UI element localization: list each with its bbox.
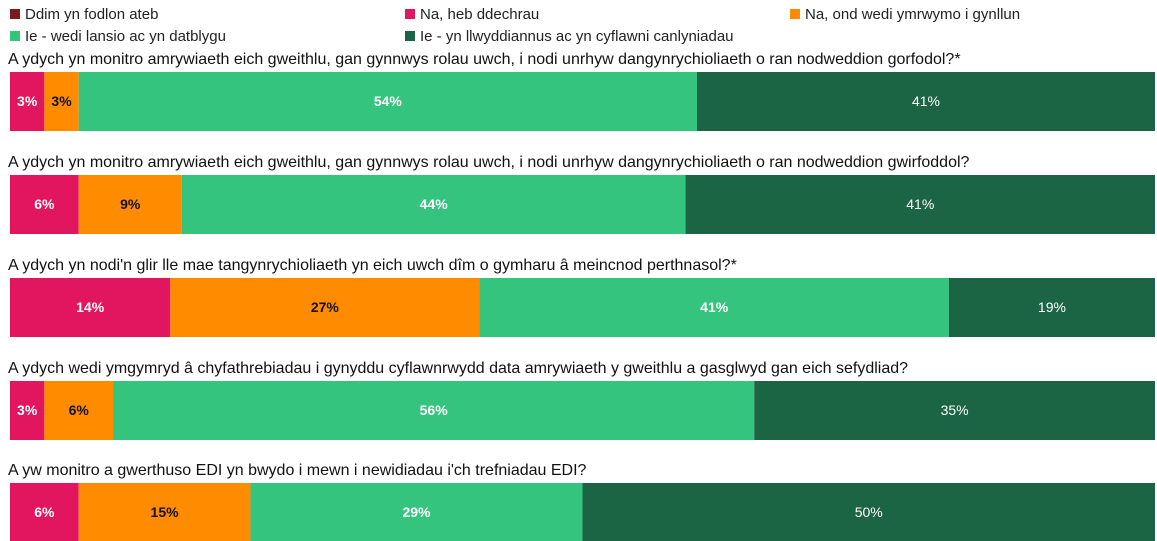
- bar-segment: [250, 483, 583, 541]
- data-label: 9%: [120, 196, 141, 212]
- bar-segment: [10, 72, 45, 131]
- data-label: 44%: [420, 196, 449, 212]
- legend-label: Na, ond wedi ymrwymo i gynllun: [805, 6, 1020, 23]
- question-label: A ydych yn nodi'n glir lle mae tangynryc…: [8, 257, 737, 274]
- bar-segment: [10, 278, 171, 337]
- data-label: 6%: [34, 504, 55, 520]
- bar-segment: [78, 483, 251, 541]
- bar-segment: [78, 175, 182, 234]
- bar-segment: [44, 381, 114, 440]
- question-label: A yw monitro a gwerthuso EDI yn bwydo i …: [8, 462, 587, 479]
- bar-segment: [697, 72, 1155, 131]
- legend-swatch: [790, 9, 800, 19]
- data-label: 50%: [855, 504, 883, 520]
- data-label: 41%: [700, 299, 729, 315]
- legend-swatch: [405, 31, 415, 41]
- data-label: 41%: [906, 196, 934, 212]
- legend-label: Ddim yn fodlon ateb: [25, 6, 158, 23]
- data-label: 15%: [151, 504, 180, 520]
- bar-segment: [479, 278, 949, 337]
- data-label: 56%: [420, 402, 449, 418]
- data-label: 3%: [17, 402, 38, 418]
- bar-segment: [44, 72, 79, 131]
- legend-label: Ie - wedi lansio ac yn datblygu: [25, 28, 226, 45]
- bar-segment: [170, 278, 480, 337]
- bar-segment: [10, 483, 79, 541]
- question-label: A ydych yn monitro amrywiaeth eich gweit…: [8, 154, 970, 171]
- legend-swatch: [10, 9, 20, 19]
- bar-segment: [948, 278, 1155, 337]
- bar-segment: [582, 483, 1155, 541]
- data-label: 35%: [941, 402, 969, 418]
- legend-label: Ie - yn llwyddiannus ac yn cyflawni canl…: [420, 28, 734, 45]
- bar-segment: [113, 381, 755, 440]
- data-label: 3%: [51, 93, 72, 109]
- legend-label: Na, heb ddechrau: [420, 6, 539, 23]
- legend-swatch: [405, 9, 415, 19]
- question-label: A ydych wedi ymgymryd â chyfathrebiadau …: [8, 360, 908, 377]
- bars: 3% 3% 54% 41% 6% 9% 44% 41% 14% 27% 41% 19% 3% 6% 56% 3…: [10, 72, 1155, 541]
- bar-segment: [10, 175, 79, 234]
- legend-swatch: [10, 31, 20, 41]
- bar-segment: [78, 72, 697, 131]
- data-label: 6%: [69, 402, 90, 418]
- bar-segment: [181, 175, 686, 234]
- data-label: 29%: [402, 504, 431, 520]
- data-label: 6%: [34, 196, 55, 212]
- data-label: 19%: [1038, 299, 1066, 315]
- data-label: 14%: [76, 299, 105, 315]
- data-label: 3%: [17, 93, 38, 109]
- data-label: 27%: [311, 299, 340, 315]
- data-label: 54%: [374, 93, 403, 109]
- bar-segment: [685, 175, 1155, 234]
- bar-segment: [10, 381, 45, 440]
- question-label: A ydych yn monitro amrywiaeth eich gweit…: [8, 51, 961, 68]
- data-label: 41%: [912, 93, 940, 109]
- bar-segment: [754, 381, 1155, 440]
